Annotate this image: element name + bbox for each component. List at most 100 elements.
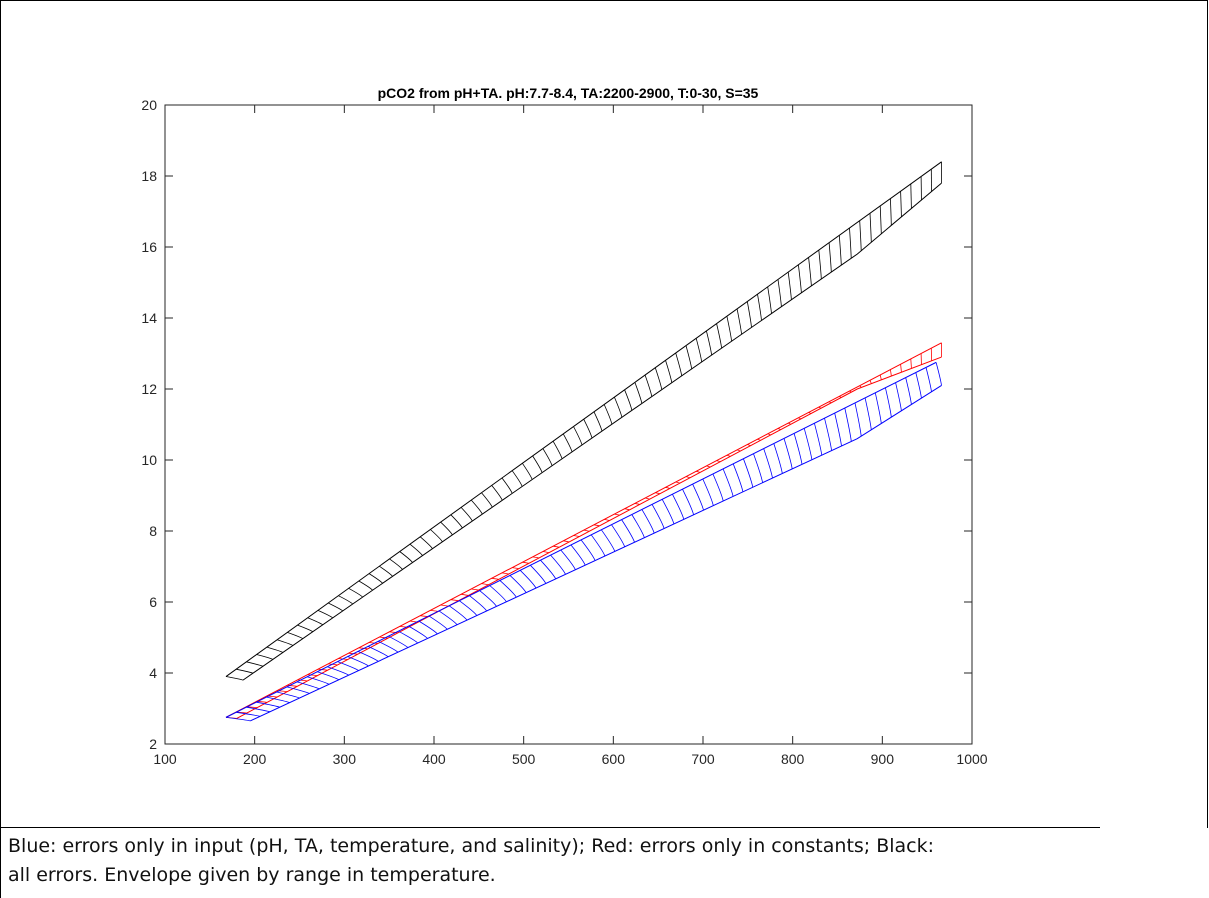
series-envelope-1 xyxy=(225,342,942,719)
series-2-curve xyxy=(864,397,872,430)
series-0-curve xyxy=(348,587,363,598)
y-tick-label: 10 xyxy=(141,452,157,468)
y-tick-label: 8 xyxy=(149,523,157,539)
series-0-curve xyxy=(256,654,274,660)
series-2-curve xyxy=(266,696,290,703)
y-tick-label: 12 xyxy=(141,381,157,397)
series-2-curve xyxy=(428,615,448,630)
series-1-curve xyxy=(440,604,449,607)
series-1-curve xyxy=(879,374,882,380)
series-1-curve xyxy=(471,588,479,591)
x-tick-label: 600 xyxy=(602,751,626,767)
series-1-upper-edge xyxy=(225,342,942,718)
series-0-curve xyxy=(757,294,762,321)
y-tick-label: 6 xyxy=(149,594,157,610)
series-1-curve xyxy=(512,567,519,570)
series-2-curve xyxy=(885,387,892,418)
series-0-curve xyxy=(624,389,633,411)
series-0-curve xyxy=(716,323,722,349)
series-0-curve xyxy=(358,580,373,591)
series-0-curve xyxy=(338,595,353,605)
series-0-curve xyxy=(368,573,383,584)
series-2-curve xyxy=(722,468,734,497)
series-1-curve xyxy=(491,577,499,580)
y-tick-label: 20 xyxy=(141,97,157,113)
series-0-curve xyxy=(746,301,752,328)
series-0-curve xyxy=(890,198,892,226)
x-tick-label: 300 xyxy=(333,751,357,767)
y-tick-label: 4 xyxy=(149,665,157,681)
series-0-curve xyxy=(389,558,403,570)
series-2-curve xyxy=(661,499,675,525)
series-0-curve xyxy=(706,330,712,356)
series-2-curve xyxy=(499,580,517,598)
series-1-curve xyxy=(450,599,459,602)
series-0-lower-edge xyxy=(242,182,942,681)
x-tick-label: 900 xyxy=(871,751,895,767)
series-2-curve xyxy=(570,544,586,566)
x-tick-label: 700 xyxy=(691,751,715,767)
series-2-curve xyxy=(590,534,606,557)
series-2-curve xyxy=(925,367,932,392)
series-0-curve xyxy=(328,602,343,612)
series-2-curve xyxy=(236,711,261,717)
series-0-curve xyxy=(225,676,244,681)
series-2-curve xyxy=(895,382,902,411)
axis-ticks: 100 200 300 400 500 600 700 800 900 1000 2 4 6 8 10 12 1… xyxy=(141,97,987,767)
y-tick-label: 18 xyxy=(141,168,157,184)
x-tick-label: 1000 xyxy=(956,751,987,767)
series-0-curve xyxy=(450,514,463,529)
series-2-curve xyxy=(631,514,645,538)
series-1-curve xyxy=(593,524,600,527)
series-0-curve xyxy=(614,396,623,418)
series-0-curve xyxy=(552,441,563,459)
series-0-upper-edge xyxy=(225,161,942,677)
series-1-lower-edge xyxy=(236,356,942,719)
series-2-curve xyxy=(672,494,685,520)
series-2-curve xyxy=(479,590,497,607)
series-2-curve xyxy=(732,463,744,492)
series-1-curve xyxy=(614,513,620,516)
series-0-curve xyxy=(869,213,872,243)
series-1-curve xyxy=(522,561,529,564)
series-1-curve xyxy=(583,529,590,532)
series-0-curve xyxy=(542,448,553,466)
x-tick-label: 500 xyxy=(512,751,536,767)
series-2-curve xyxy=(905,377,912,405)
axes-box xyxy=(164,104,973,745)
series-0-curve xyxy=(430,529,443,543)
plot-lines xyxy=(225,161,942,722)
series-2-curve xyxy=(357,651,379,662)
series-2-curve xyxy=(550,554,566,575)
series-0-curve xyxy=(593,411,603,432)
chart-svg: 100 200 300 400 500 600 700 800 900 1000 2 4 6 8 10 12 1… xyxy=(141,85,987,767)
series-1-curve xyxy=(461,593,469,596)
series-2-curve xyxy=(408,625,428,639)
series-2-curve xyxy=(814,423,823,456)
series-2-curve xyxy=(509,575,527,593)
series-2-curve xyxy=(651,504,665,529)
series-0-curve xyxy=(491,485,503,501)
series-2-curve xyxy=(459,600,478,616)
series-2-curve xyxy=(296,681,320,690)
series-2-curve xyxy=(915,372,922,399)
series-2-curve xyxy=(306,676,330,685)
series-2-curve xyxy=(854,402,862,437)
series-2-curve xyxy=(560,549,576,570)
series-2-curve xyxy=(611,524,626,547)
series-0-curve xyxy=(685,345,693,369)
series-0-curve xyxy=(276,639,294,646)
series-2-curve xyxy=(580,539,596,561)
figure-caption: Blue: errors only in input (pH, TA, temp… xyxy=(8,832,1198,890)
series-2-curve xyxy=(753,453,763,483)
series-2-curve xyxy=(438,610,458,625)
caption-line-2: all errors. Envelope given by range in t… xyxy=(8,864,496,886)
series-2-curve xyxy=(874,392,882,424)
series-2-curve xyxy=(367,646,389,658)
series-0-curve xyxy=(399,551,413,563)
series-2-curve xyxy=(692,483,704,511)
series-2-upper-edge xyxy=(225,361,937,718)
figure-border xyxy=(0,0,1208,828)
series-2-curve xyxy=(276,691,300,699)
